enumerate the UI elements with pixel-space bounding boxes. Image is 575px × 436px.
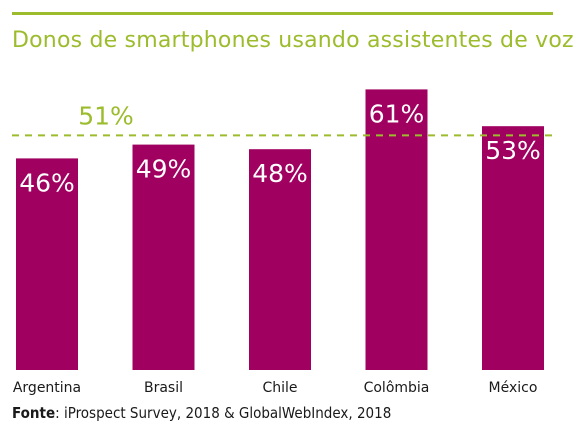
category-label: Argentina [13,380,81,396]
bar-value-label: 53% [485,136,541,165]
bar-argentina [16,158,78,370]
bar-colômbia [365,89,428,371]
source-label: Fonte [12,404,56,422]
category-label: Colômbia [364,380,430,396]
bar-value-label: 49% [136,155,192,184]
bar-value-label: 61% [369,99,425,128]
bar-chile [249,149,311,370]
source-note: Fonte: iProspect Survey, 2018 & GlobalWe… [12,404,391,422]
category-label: Chile [262,380,297,396]
top-rule [12,12,553,15]
source-text: : iProspect Survey, 2018 & GlobalWebInde… [55,404,392,422]
bar-méxico [482,126,544,370]
bar-value-label: 48% [252,159,308,188]
bar-brasil [132,144,195,370]
bar-value-label: 46% [19,168,75,197]
reference-line-label: 51% [78,101,134,130]
chart-title: Donos de smartphones usando assistentes … [12,28,574,53]
category-label: Brasil [144,380,183,396]
category-label: México [489,380,538,396]
